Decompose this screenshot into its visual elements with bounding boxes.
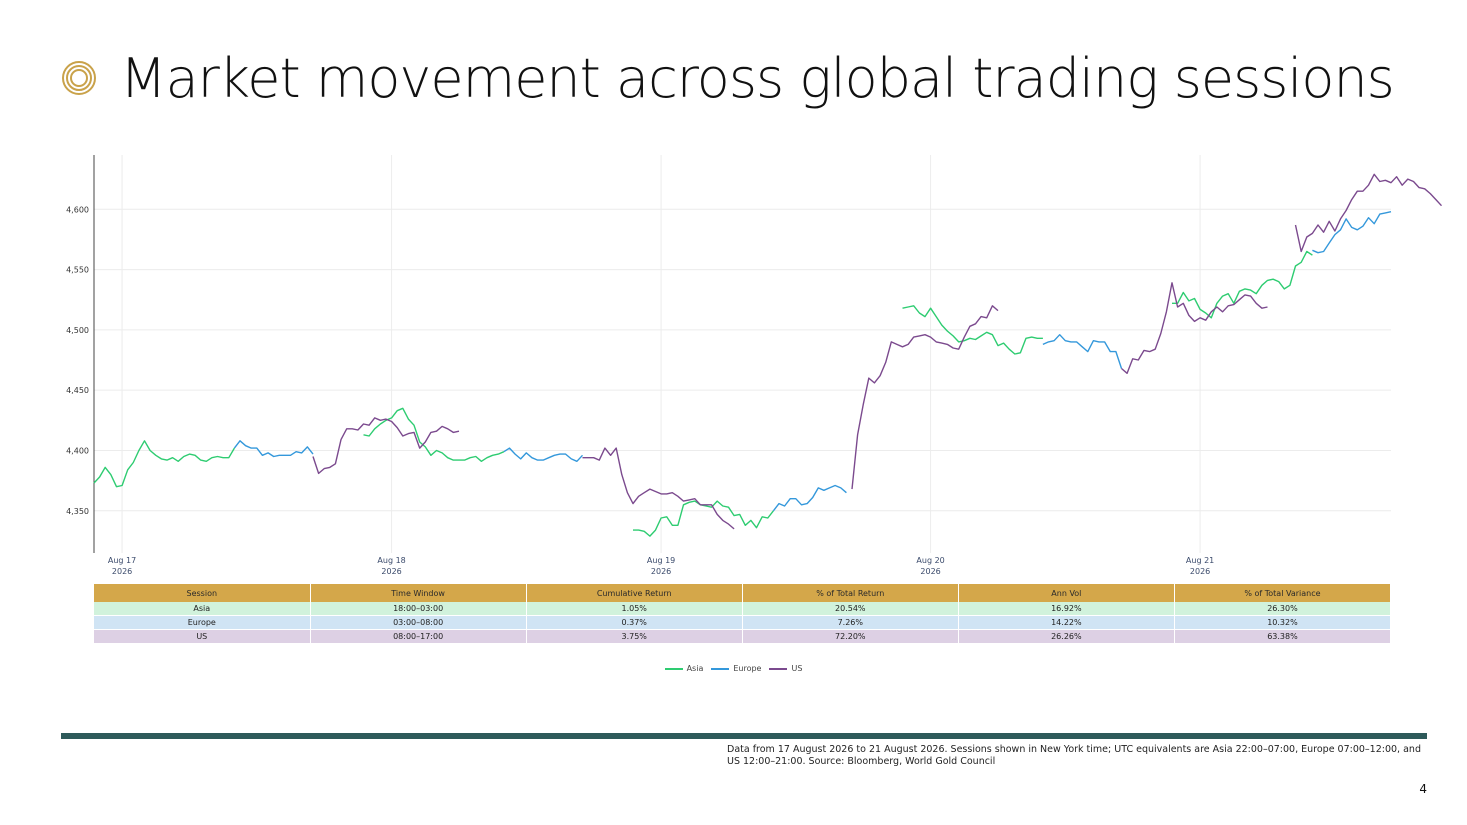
- page-number: 4: [1419, 782, 1427, 796]
- concentric-circles-icon: [62, 61, 96, 95]
- table-row-asia: Asia 18:00–03:00 1.05% 20.54% 16.92% 26.…: [94, 602, 1392, 616]
- x-tick-label: Aug 18: [377, 556, 405, 565]
- x-tick-label-year: 2026: [381, 567, 401, 576]
- legend-swatch-asia: [664, 667, 683, 670]
- header-pct-total-return: % of Total Return: [742, 584, 959, 602]
- legend-label-asia: Asia: [686, 664, 704, 673]
- y-tick-label: 4,550: [66, 266, 89, 275]
- table-cell: 72.20%: [742, 629, 959, 644]
- chart-legend: Asia Europe US: [0, 664, 1467, 673]
- table-cell: 0.37%: [526, 615, 743, 630]
- series-line-europe: [1042, 334, 1123, 369]
- table-header-row: Session Time Window Cumulative Return % …: [94, 584, 1392, 602]
- series-line-asia: [633, 500, 774, 537]
- series-line-us: [312, 417, 460, 475]
- series-line-europe: [233, 440, 314, 458]
- table-cell: 08:00–17:00: [310, 629, 527, 644]
- legend-label-europe: Europe: [733, 664, 762, 673]
- series-line-us: [1294, 173, 1443, 253]
- series-line-asia: [902, 305, 1043, 355]
- legend-item-asia[interactable]: Asia: [664, 664, 704, 673]
- series-line-us: [582, 447, 735, 530]
- header-pct-total-variance: % of Total Variance: [1174, 584, 1392, 602]
- y-tick-label: 4,400: [66, 446, 89, 455]
- footer-rule: [61, 733, 1427, 739]
- table-cell: US: [94, 629, 311, 644]
- table-cell: 3.75%: [526, 629, 743, 644]
- series-line-us: [851, 305, 999, 490]
- page-title: Market movement across global trading se…: [120, 46, 1395, 110]
- table-cell: 7.26%: [742, 615, 959, 630]
- table-cell: 26.30%: [1174, 602, 1392, 616]
- table-row-europe: Europe 03:00–08:00 0.37% 7.26% 14.22% 10…: [94, 615, 1392, 630]
- legend-label-us: US: [791, 664, 803, 673]
- table-cell: 18:00–03:00: [310, 602, 527, 616]
- y-tick-label: 4,500: [66, 326, 89, 335]
- title-row: Market movement across global trading se…: [60, 38, 1395, 118]
- table-cell: 10.32%: [1174, 615, 1392, 630]
- table-cell: Asia: [94, 602, 311, 616]
- header-session: Session: [94, 584, 311, 602]
- series-line-europe: [503, 447, 584, 462]
- x-tick-label-year: 2026: [1190, 567, 1210, 576]
- table-cell: 20.54%: [742, 602, 959, 616]
- x-tick-label-year: 2026: [112, 567, 132, 576]
- x-tick-label-year: 2026: [651, 567, 671, 576]
- legend-item-us[interactable]: US: [769, 664, 802, 673]
- y-tick-label: 4,350: [66, 507, 89, 516]
- series-line-europe: [772, 484, 847, 512]
- series-line-asia: [93, 440, 236, 488]
- x-tick-label: Aug 20: [916, 556, 944, 565]
- x-tick-label: Aug 17: [108, 556, 136, 565]
- table-cell: 1.05%: [526, 602, 743, 616]
- table-cell: 63.38%: [1174, 629, 1392, 644]
- x-tick-label: Aug 21: [1186, 556, 1214, 565]
- legend-swatch-europe: [711, 667, 730, 670]
- header-ann-vol: Ann Vol: [958, 584, 1175, 602]
- x-tick-label-year: 2026: [920, 567, 940, 576]
- y-tick-label: 4,450: [66, 386, 89, 395]
- table-cell: 03:00–08:00: [310, 615, 527, 630]
- header-time-window: Time Window: [310, 584, 527, 602]
- legend-swatch-us: [769, 667, 788, 670]
- x-tick-label: Aug 19: [647, 556, 675, 565]
- series-line-us: [1121, 282, 1268, 374]
- session-stats-table: Session Time Window Cumulative Return % …: [94, 584, 1392, 644]
- table-row-us: US 08:00–17:00 3.75% 72.20% 26.26% 63.38…: [94, 629, 1392, 644]
- table-cell: Europe: [94, 615, 311, 630]
- table-cell: 14.22%: [958, 615, 1175, 630]
- legend-item-europe[interactable]: Europe: [711, 664, 761, 673]
- series-line-europe: [1312, 211, 1392, 254]
- table-cell: 26.26%: [958, 629, 1175, 644]
- series-line-asia: [363, 407, 505, 462]
- y-tick-label: 4,600: [66, 205, 89, 214]
- table-cell: 16.92%: [958, 602, 1175, 616]
- series-line-asia: [1172, 250, 1313, 319]
- header-cumulative-return: Cumulative Return: [526, 584, 743, 602]
- footnote: Data from 17 August 2026 to 21 August 20…: [727, 744, 1421, 767]
